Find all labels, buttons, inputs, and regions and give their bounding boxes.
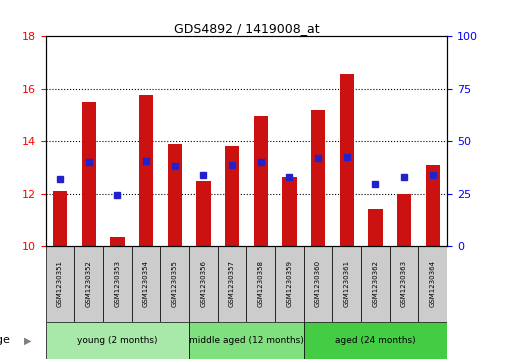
Bar (218, 246, 246, 322)
Bar (82, 102, 96, 246)
Bar (161, 246, 189, 322)
Bar (189, 322, 304, 359)
Text: GSM1230362: GSM1230362 (372, 260, 378, 307)
Bar (139, 95, 153, 246)
Text: young (2 months): young (2 months) (77, 336, 157, 345)
Bar (246, 246, 275, 322)
Text: age: age (0, 335, 10, 346)
Text: GSM1230356: GSM1230356 (200, 260, 206, 307)
Bar (225, 146, 239, 246)
Bar (74, 246, 103, 322)
Bar (103, 246, 132, 322)
Bar (53, 191, 67, 246)
Text: GSM1230360: GSM1230360 (315, 260, 321, 307)
Bar (304, 322, 447, 359)
Bar (311, 110, 325, 246)
Title: GDS4892 / 1419008_at: GDS4892 / 1419008_at (174, 22, 319, 35)
Text: GSM1230361: GSM1230361 (344, 260, 350, 307)
Text: GSM1230363: GSM1230363 (401, 260, 407, 307)
Bar (196, 180, 210, 246)
Bar (189, 246, 218, 322)
Text: middle aged (12 months): middle aged (12 months) (189, 336, 304, 345)
Bar (46, 246, 74, 322)
Bar (253, 116, 268, 246)
Bar (168, 144, 182, 246)
Text: GSM1230351: GSM1230351 (57, 260, 63, 307)
Bar (390, 246, 419, 322)
Bar (132, 246, 161, 322)
Text: GSM1230358: GSM1230358 (258, 260, 264, 307)
Bar (282, 176, 297, 246)
Bar (419, 246, 447, 322)
Text: GSM1230364: GSM1230364 (430, 260, 436, 307)
Text: GSM1230359: GSM1230359 (287, 260, 293, 307)
Text: aged (24 months): aged (24 months) (335, 336, 416, 345)
Bar (339, 74, 354, 246)
Bar (397, 193, 411, 246)
Text: GSM1230355: GSM1230355 (172, 260, 178, 307)
Text: ▶: ▶ (24, 335, 31, 346)
Bar (368, 209, 383, 246)
Bar (332, 246, 361, 322)
Text: GSM1230352: GSM1230352 (86, 260, 92, 307)
Text: GSM1230354: GSM1230354 (143, 260, 149, 307)
Bar (110, 237, 124, 246)
Bar (304, 246, 332, 322)
Bar (46, 322, 189, 359)
Bar (361, 246, 390, 322)
Bar (275, 246, 304, 322)
Text: GSM1230353: GSM1230353 (114, 260, 120, 307)
Text: GSM1230357: GSM1230357 (229, 260, 235, 307)
Bar (426, 165, 440, 246)
